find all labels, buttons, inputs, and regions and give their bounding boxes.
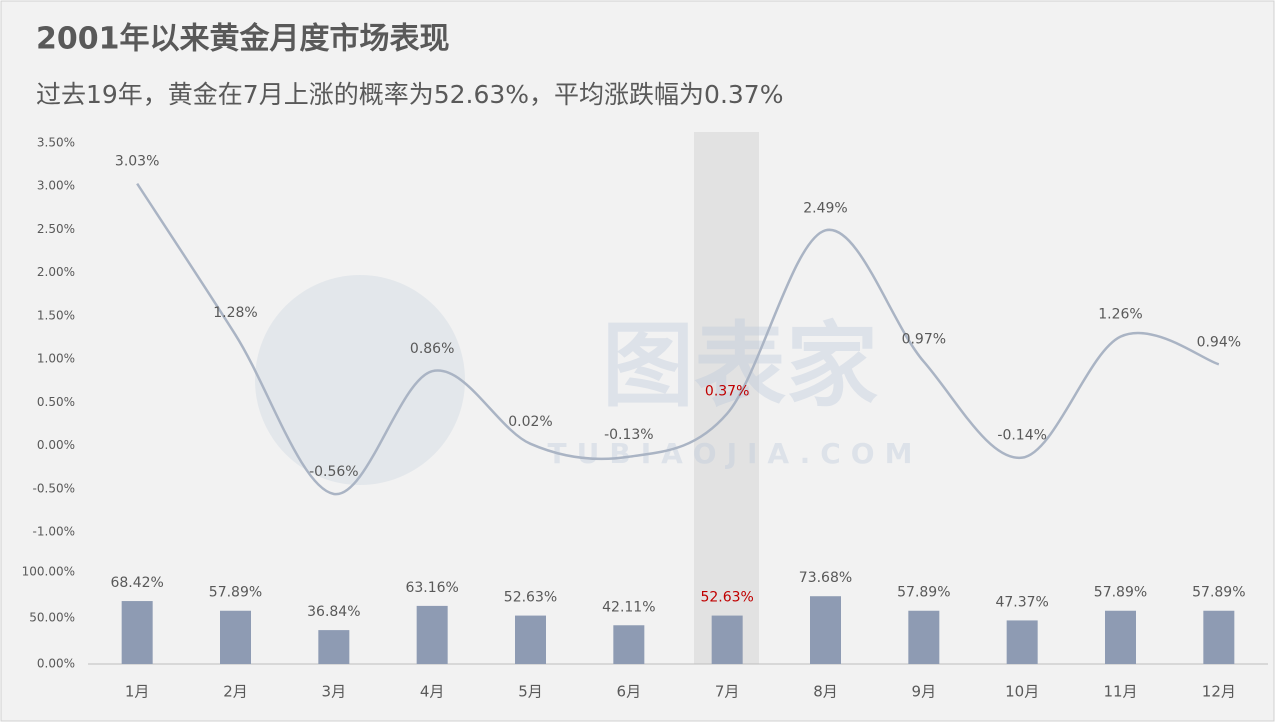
data-label: 73.68% [799, 570, 852, 586]
y-tick-label: 3.50% [37, 136, 75, 150]
data-label: 3.03% [115, 154, 159, 170]
y-tick-label: 1.50% [37, 308, 75, 322]
data-label: 1.28% [213, 305, 257, 321]
watermark-url: TUBIAOJIA.COM [548, 437, 923, 470]
x-tick-label: 7月 [715, 683, 740, 701]
chart-title: 2001年以来黄金月度市场表现 [36, 22, 450, 57]
data-label: 0.86% [410, 341, 454, 357]
data-label: 57.89% [209, 585, 262, 601]
x-tick-label: 5月 [518, 683, 543, 701]
bar [1203, 610, 1235, 664]
x-tick-label: 12月 [1202, 683, 1236, 701]
data-label: 57.89% [1192, 585, 1245, 601]
y-tick-label: 3.00% [37, 179, 75, 193]
line [136, 182, 1220, 496]
x-tick-label: 10月 [1005, 683, 1039, 701]
data-label: -0.14% [997, 428, 1047, 444]
x-tick-label: 9月 [912, 683, 937, 701]
y-tick-label: 0.00% [37, 657, 75, 671]
data-label: 47.37% [995, 594, 1048, 610]
data-label: 2.49% [803, 200, 847, 216]
bar [318, 630, 350, 664]
bar [810, 596, 841, 664]
data-label: 63.16% [405, 580, 458, 596]
data-label: 68.42% [110, 575, 163, 591]
watermark: 图表家 TUBIAOJIA.COM [255, 275, 923, 485]
x-tick-label: 6月 [617, 683, 642, 701]
bar [416, 605, 448, 664]
data-label: 57.89% [1094, 585, 1147, 601]
bar [121, 601, 153, 664]
data-label: -0.56% [309, 464, 359, 480]
data-label: 52.63% [700, 590, 753, 606]
data-label: 0.02% [508, 414, 552, 430]
bar [908, 610, 940, 664]
x-tick-label: 1月 [125, 683, 150, 701]
y-tick-label: 1.00% [37, 352, 75, 366]
x-tick-label: 8月 [813, 683, 838, 701]
data-label: 42.11% [602, 599, 655, 615]
watermark-text: 图表家 [602, 312, 878, 419]
bar [613, 625, 645, 664]
y-tick-label: 0.00% [37, 438, 75, 452]
data-label: 0.97% [902, 332, 946, 348]
y-tick-label: 50.00% [29, 611, 75, 625]
x-tick-label: 4月 [420, 683, 445, 701]
data-label: -0.13% [604, 427, 654, 443]
data-label: 36.84% [307, 604, 360, 620]
chart-subtitle: 过去19年，黄金在7月上涨的概率为52.63%，平均涨跌幅为0.37% [36, 80, 783, 109]
data-label: 1.26% [1098, 307, 1142, 323]
y-tick-label: 2.00% [37, 265, 75, 279]
highlight-band [694, 132, 759, 664]
data-label: 0.37% [705, 384, 749, 400]
bar [1006, 620, 1038, 664]
data-label: 0.94% [1197, 334, 1241, 350]
bar [711, 615, 743, 664]
data-label: 52.63% [504, 590, 557, 606]
x-tick-label: 2月 [223, 683, 248, 701]
watermark-logo [255, 275, 465, 485]
data-label: 57.89% [897, 585, 950, 601]
bar [515, 615, 546, 664]
bar [220, 610, 251, 664]
y-tick-label: -0.50% [33, 481, 75, 495]
bar [1105, 610, 1136, 664]
y-tick-label: 0.50% [37, 395, 75, 409]
y-tick-label: -1.00% [33, 525, 75, 539]
x-tick-label: 3月 [322, 683, 347, 701]
x-tick-label: 11月 [1103, 683, 1137, 701]
y-tick-label: 100.00% [22, 565, 75, 579]
y-tick-label: 2.50% [37, 222, 75, 236]
